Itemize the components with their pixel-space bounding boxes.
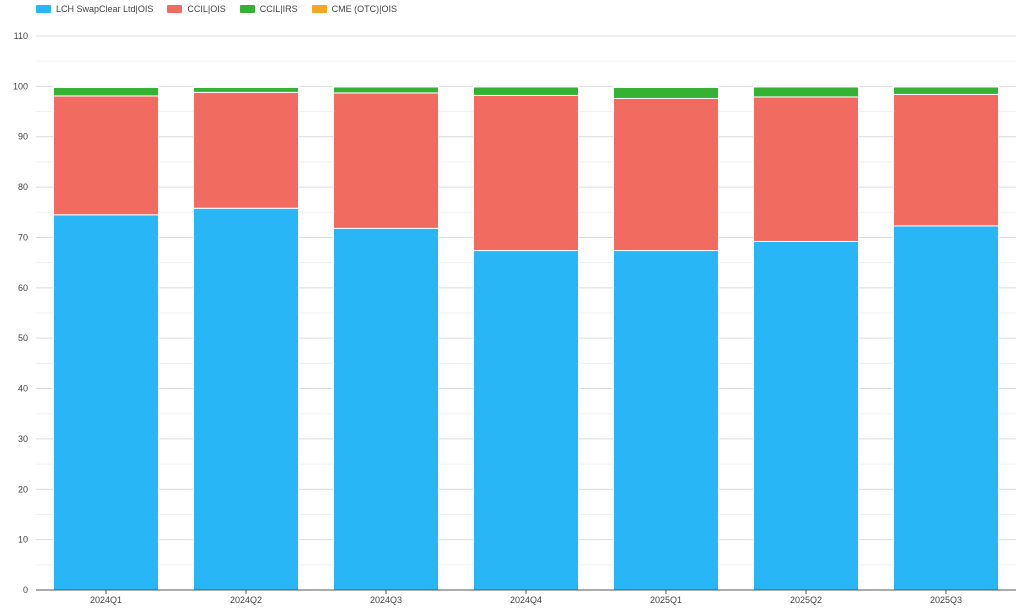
- legend-label-cme-otc-ois: CME (OTC)|OIS: [331, 4, 397, 14]
- bar-segment-2025Q2-cme-otc-ois[interactable]: [753, 85, 859, 88]
- x-tick-label: 2025Q3: [930, 595, 962, 605]
- bar-segment-2025Q1-lch-swapclear-ltd-ois[interactable]: [613, 250, 719, 591]
- bar-segment-2025Q2-ccil-irs[interactable]: [753, 86, 859, 98]
- bar-segment-2025Q3-ccil-ois[interactable]: [893, 93, 999, 227]
- bar-segment-2025Q1-cme-otc-ois[interactable]: [613, 85, 719, 88]
- legend-label-lch-swapclear-ois: LCH SwapClear Ltd|OIS: [56, 4, 154, 14]
- bar-segment-2024Q3-ccil-irs[interactable]: [333, 86, 439, 94]
- bar-segment-2024Q4-lch-swapclear-ltd-ois[interactable]: [473, 250, 579, 591]
- bar-segment-2025Q1-ccil-ois[interactable]: [613, 97, 719, 252]
- legend-swatch-ccil-ois: [167, 5, 183, 13]
- legend-item-ccil-irs[interactable]: CCIL|IRS: [239, 2, 298, 16]
- y-tick-label: 60: [18, 283, 28, 293]
- y-tick-label: 0: [23, 585, 28, 595]
- y-tick-label: 100: [13, 81, 28, 91]
- bar-segment-2024Q2-lch-swapclear-ltd-ois[interactable]: [193, 207, 299, 591]
- bar-segment-2024Q4-ccil-irs[interactable]: [473, 86, 579, 96]
- legend-item-ccil-ois[interactable]: CCIL|OIS: [167, 2, 226, 16]
- legend-label-ccil-irs: CCIL|IRS: [259, 4, 298, 14]
- y-tick-label: 90: [18, 132, 28, 142]
- bar-segment-2024Q3-cme-otc-ois[interactable]: [333, 85, 439, 88]
- bar-segment-2024Q4-ccil-ois[interactable]: [473, 94, 579, 252]
- axes: 0 10 20 30 40 50 60 70 80 90 100 110 2024Q1 2024Q2 202…: [13, 31, 1016, 605]
- y-tick-label: 20: [18, 484, 28, 494]
- bar-segment-2025Q2-ccil-ois[interactable]: [753, 96, 859, 242]
- bar-segment-2024Q4-cme-otc-ois[interactable]: [473, 85, 579, 88]
- x-tick-label: 2024Q1: [90, 595, 122, 605]
- y-tick-label: 50: [18, 333, 28, 343]
- y-tick-label: 40: [18, 384, 28, 394]
- bar-segment-2024Q1-lch-swapclear-ltd-ois[interactable]: [53, 214, 159, 591]
- bars: [53, 85, 999, 591]
- bar-segment-2024Q3-lch-swapclear-ltd-ois[interactable]: [333, 227, 439, 591]
- bar-segment-2025Q2-lch-swapclear-ltd-ois[interactable]: [753, 240, 859, 591]
- legend-swatch-lch-swapclear-ois: [36, 5, 51, 13]
- y-tick-label: 80: [18, 182, 28, 192]
- bar-segment-2024Q2-ccil-irs[interactable]: [193, 86, 299, 93]
- bar-segment-2025Q1-ccil-irs[interactable]: [613, 86, 719, 99]
- bar-segment-2025Q3-lch-swapclear-ltd-ois[interactable]: [893, 225, 999, 591]
- bar-segment-2024Q1-ccil-irs[interactable]: [53, 86, 159, 97]
- bar-segment-2024Q2-cme-otc-ois[interactable]: [193, 85, 299, 88]
- y-tick-label: 30: [18, 434, 28, 444]
- bar-segment-2025Q3-cme-otc-ois[interactable]: [893, 85, 999, 88]
- bar-segment-2025Q3-ccil-irs[interactable]: [893, 86, 999, 95]
- legend-label-ccil-ois: CCIL|OIS: [187, 4, 226, 14]
- legend-item-lch-swapclear-ois[interactable]: LCH SwapClear Ltd|OIS: [36, 2, 153, 16]
- x-tick-label: 2024Q2: [230, 595, 262, 605]
- legend-swatch-ccil-irs: [239, 5, 255, 13]
- bar-segment-2024Q1-cme-otc-ois[interactable]: [53, 85, 159, 88]
- y-tick-label: 110: [14, 31, 28, 41]
- x-tick-label: 2025Q2: [790, 595, 822, 605]
- legend-swatch-cme-otc-ois: [311, 5, 327, 13]
- x-tick-label: 2024Q3: [370, 595, 402, 605]
- bar-segment-2024Q3-ccil-ois[interactable]: [333, 92, 439, 229]
- bar-segment-2024Q1-ccil-ois[interactable]: [53, 95, 159, 216]
- y-tick-label: 70: [18, 232, 28, 242]
- bar-segment-2024Q2-ccil-ois[interactable]: [193, 91, 299, 209]
- x-tick-label: 2024Q4: [510, 595, 542, 605]
- chart-legend: LCH SwapClear Ltd|OIS CCIL|OIS CCIL|IRS …: [36, 2, 397, 16]
- legend-item-cme-otc-ois[interactable]: CME (OTC)|OIS: [311, 2, 397, 16]
- x-tick-label: 2025Q1: [650, 595, 682, 605]
- y-tick-label: 10: [18, 535, 28, 545]
